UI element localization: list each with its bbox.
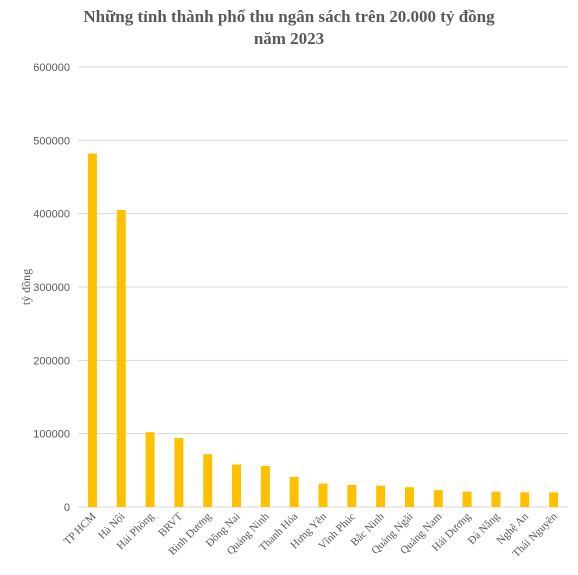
y-tick-label: 300000 <box>33 282 70 294</box>
y-tick-label: 500000 <box>33 135 70 147</box>
bar <box>145 432 155 507</box>
bar <box>549 492 559 507</box>
y-tick-label: 100000 <box>33 429 70 441</box>
bar <box>347 485 357 507</box>
bar <box>203 454 213 507</box>
y-tick-label: 0 <box>64 502 70 514</box>
chart-title: Những tỉnh thành phố thu ngân sách trên … <box>0 6 578 50</box>
bar <box>174 438 184 507</box>
bar <box>433 490 443 507</box>
bars <box>87 153 559 508</box>
bar <box>116 210 126 507</box>
bar <box>376 485 386 507</box>
y-axis-label: tỷ đồng <box>19 269 33 305</box>
bar <box>87 153 97 508</box>
bar <box>491 491 501 507</box>
bar <box>260 465 270 507</box>
y-tick-label: 400000 <box>33 209 70 221</box>
y-tick-label: 200000 <box>33 355 70 367</box>
gridlines <box>78 66 568 508</box>
bar <box>318 483 328 507</box>
chart-title-line-2: năm 2023 <box>253 29 325 48</box>
chart-title-line-1: Những tỉnh thành phố thu ngân sách trên … <box>83 7 495 26</box>
y-axis-ticks: 0 100000 200000 300000 400000 500000 600000 <box>33 62 70 514</box>
bar <box>232 464 242 507</box>
bar <box>520 492 530 507</box>
bar <box>462 491 472 507</box>
y-tick-label: 600000 <box>33 62 70 74</box>
bar <box>289 476 299 507</box>
bar <box>404 487 414 507</box>
x-tick-label: TP HCM <box>62 510 99 547</box>
